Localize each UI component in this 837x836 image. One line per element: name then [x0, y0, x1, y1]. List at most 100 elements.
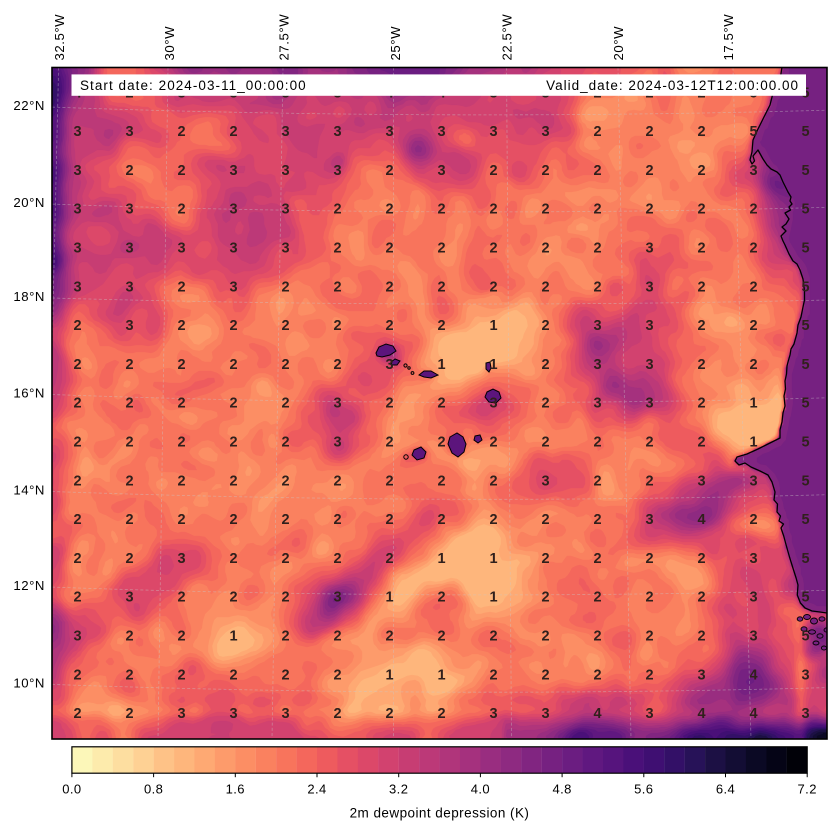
svg-text:4: 4 — [749, 706, 757, 722]
svg-text:2: 2 — [125, 473, 133, 489]
svg-text:3: 3 — [177, 551, 185, 567]
svg-text:25°W: 25°W — [388, 26, 403, 61]
svg-text:2: 2 — [593, 590, 601, 606]
svg-text:2: 2 — [593, 124, 601, 140]
svg-text:1: 1 — [385, 590, 393, 606]
svg-text:1: 1 — [489, 551, 497, 567]
svg-text:3: 3 — [489, 396, 497, 412]
svg-text:2: 2 — [749, 279, 757, 295]
svg-text:2: 2 — [125, 396, 133, 412]
svg-text:3: 3 — [541, 706, 549, 722]
svg-text:22.5°W: 22.5°W — [500, 14, 515, 61]
svg-text:1: 1 — [749, 435, 757, 451]
svg-text:3: 3 — [73, 124, 81, 140]
svg-text:20°N: 20°N — [13, 195, 45, 210]
svg-text:2: 2 — [125, 667, 133, 683]
svg-text:4: 4 — [697, 706, 705, 722]
svg-text:3: 3 — [281, 163, 289, 179]
svg-text:2: 2 — [593, 241, 601, 257]
svg-text:3: 3 — [749, 473, 757, 489]
svg-text:3: 3 — [593, 357, 601, 373]
svg-text:2: 2 — [645, 667, 653, 683]
svg-text:5: 5 — [801, 279, 809, 295]
svg-text:2: 2 — [385, 435, 393, 451]
svg-text:2: 2 — [333, 629, 341, 645]
svg-text:2: 2 — [125, 706, 133, 722]
svg-text:2: 2 — [281, 590, 289, 606]
svg-text:2: 2 — [333, 667, 341, 683]
svg-text:2: 2 — [697, 435, 705, 451]
svg-text:2: 2 — [645, 163, 653, 179]
svg-text:2: 2 — [593, 473, 601, 489]
svg-text:2: 2 — [229, 396, 237, 412]
svg-text:16°N: 16°N — [13, 386, 45, 401]
svg-text:2: 2 — [385, 512, 393, 528]
svg-text:2: 2 — [541, 667, 549, 683]
svg-text:4.0: 4.0 — [471, 782, 490, 797]
svg-text:2: 2 — [541, 318, 549, 334]
svg-text:2: 2 — [333, 551, 341, 567]
svg-text:2: 2 — [541, 357, 549, 373]
svg-text:5: 5 — [801, 473, 809, 489]
svg-text:2: 2 — [281, 435, 289, 451]
svg-text:5: 5 — [801, 241, 809, 257]
svg-text:3: 3 — [749, 551, 757, 567]
svg-text:2: 2 — [229, 318, 237, 334]
svg-text:3: 3 — [229, 241, 237, 257]
svg-text:3: 3 — [385, 357, 393, 373]
svg-text:3: 3 — [177, 241, 185, 257]
svg-text:2: 2 — [281, 473, 289, 489]
svg-text:2: 2 — [645, 124, 653, 140]
svg-text:32.5°W: 32.5°W — [52, 14, 67, 61]
svg-text:2: 2 — [749, 202, 757, 218]
svg-text:2.4: 2.4 — [307, 782, 326, 797]
svg-text:2: 2 — [645, 435, 653, 451]
svg-text:Valid_date: 2024-03-12T12:00:0: Valid_date: 2024-03-12T12:00:00.00 — [546, 78, 799, 93]
svg-text:5: 5 — [801, 357, 809, 373]
svg-text:2: 2 — [281, 551, 289, 567]
svg-text:2: 2 — [385, 163, 393, 179]
svg-text:2: 2 — [697, 629, 705, 645]
svg-text:3: 3 — [125, 124, 133, 140]
svg-text:2: 2 — [541, 435, 549, 451]
svg-text:3: 3 — [645, 396, 653, 412]
svg-text:5: 5 — [749, 124, 757, 140]
svg-text:1: 1 — [489, 357, 497, 373]
svg-text:2: 2 — [281, 318, 289, 334]
svg-text:2: 2 — [437, 279, 445, 295]
svg-text:2: 2 — [73, 590, 81, 606]
svg-text:5.6: 5.6 — [634, 782, 653, 797]
svg-text:1: 1 — [437, 551, 445, 567]
svg-text:18°N: 18°N — [13, 289, 45, 304]
svg-text:3: 3 — [177, 706, 185, 722]
svg-text:5: 5 — [801, 590, 809, 606]
svg-text:2: 2 — [593, 667, 601, 683]
svg-text:2: 2 — [541, 551, 549, 567]
svg-text:2: 2 — [645, 590, 653, 606]
svg-text:2: 2 — [229, 357, 237, 373]
svg-text:17.5°W: 17.5°W — [721, 14, 736, 61]
svg-text:2: 2 — [73, 473, 81, 489]
svg-text:3.2: 3.2 — [389, 782, 408, 797]
svg-text:12°N: 12°N — [13, 578, 45, 593]
svg-text:2: 2 — [385, 318, 393, 334]
svg-text:2: 2 — [73, 667, 81, 683]
svg-text:1: 1 — [229, 629, 237, 645]
svg-text:1: 1 — [749, 396, 757, 412]
svg-text:2: 2 — [541, 629, 549, 645]
svg-text:2: 2 — [697, 279, 705, 295]
svg-text:2: 2 — [437, 590, 445, 606]
svg-text:2: 2 — [333, 706, 341, 722]
svg-text:4: 4 — [697, 512, 705, 528]
svg-text:5: 5 — [801, 435, 809, 451]
svg-text:1: 1 — [385, 667, 393, 683]
svg-text:2: 2 — [697, 202, 705, 218]
svg-text:3: 3 — [73, 202, 81, 218]
svg-text:2: 2 — [541, 396, 549, 412]
svg-text:2: 2 — [177, 124, 185, 140]
svg-text:2: 2 — [541, 512, 549, 528]
svg-text:3: 3 — [385, 124, 393, 140]
svg-text:2: 2 — [281, 396, 289, 412]
svg-text:2: 2 — [125, 357, 133, 373]
svg-text:2: 2 — [437, 241, 445, 257]
